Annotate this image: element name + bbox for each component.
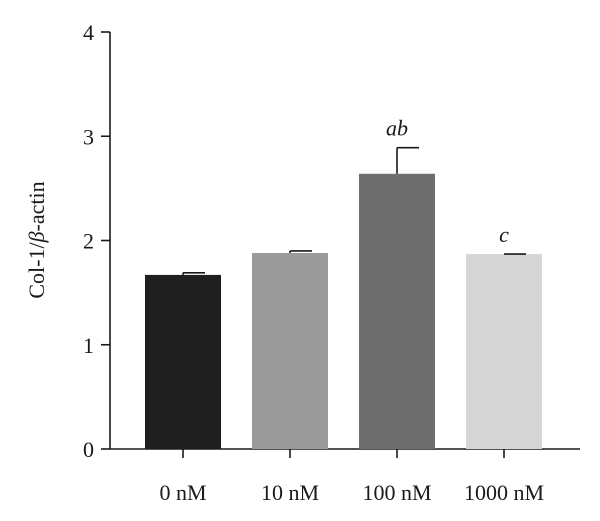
significance-label: c (499, 222, 509, 247)
y-axis-label-suffix: -actin (24, 181, 49, 231)
y-tick-label: 3 (83, 124, 94, 149)
y-axis-label-prefix: Col-1/ (24, 242, 49, 299)
x-tick-label: 0 nM (159, 480, 206, 505)
y-tick-label: 0 (83, 437, 94, 462)
bar (466, 254, 542, 449)
bars (145, 173, 542, 449)
x-tick-label: 1000 nM (464, 480, 544, 505)
y-tick-label: 4 (83, 20, 94, 45)
bar (145, 274, 221, 449)
y-tick-label: 1 (83, 333, 94, 358)
x-tick-label: 10 nM (261, 480, 319, 505)
bar (252, 253, 328, 449)
annotations: ab c (386, 116, 509, 247)
y-axis: 0 1 2 3 4 (83, 20, 111, 462)
bar (359, 173, 435, 449)
significance-label: ab (386, 116, 408, 141)
y-axis-label: Col-1/β-actin (24, 181, 49, 298)
error-bars (182, 146, 526, 275)
y-axis-label-symbol: β (24, 231, 49, 243)
x-axis: 0 nM 10 nM 100 nM 1000 nM (110, 448, 580, 505)
x-tick-label: 100 nM (362, 480, 431, 505)
y-tick-label: 2 (83, 229, 94, 254)
